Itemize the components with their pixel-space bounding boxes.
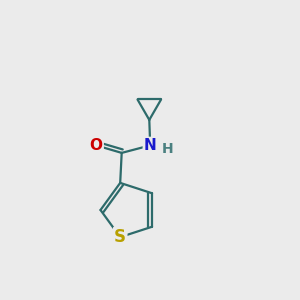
Text: O: O	[90, 138, 103, 153]
Text: S: S	[114, 228, 126, 246]
Text: H: H	[162, 142, 173, 156]
Text: N: N	[144, 138, 157, 153]
